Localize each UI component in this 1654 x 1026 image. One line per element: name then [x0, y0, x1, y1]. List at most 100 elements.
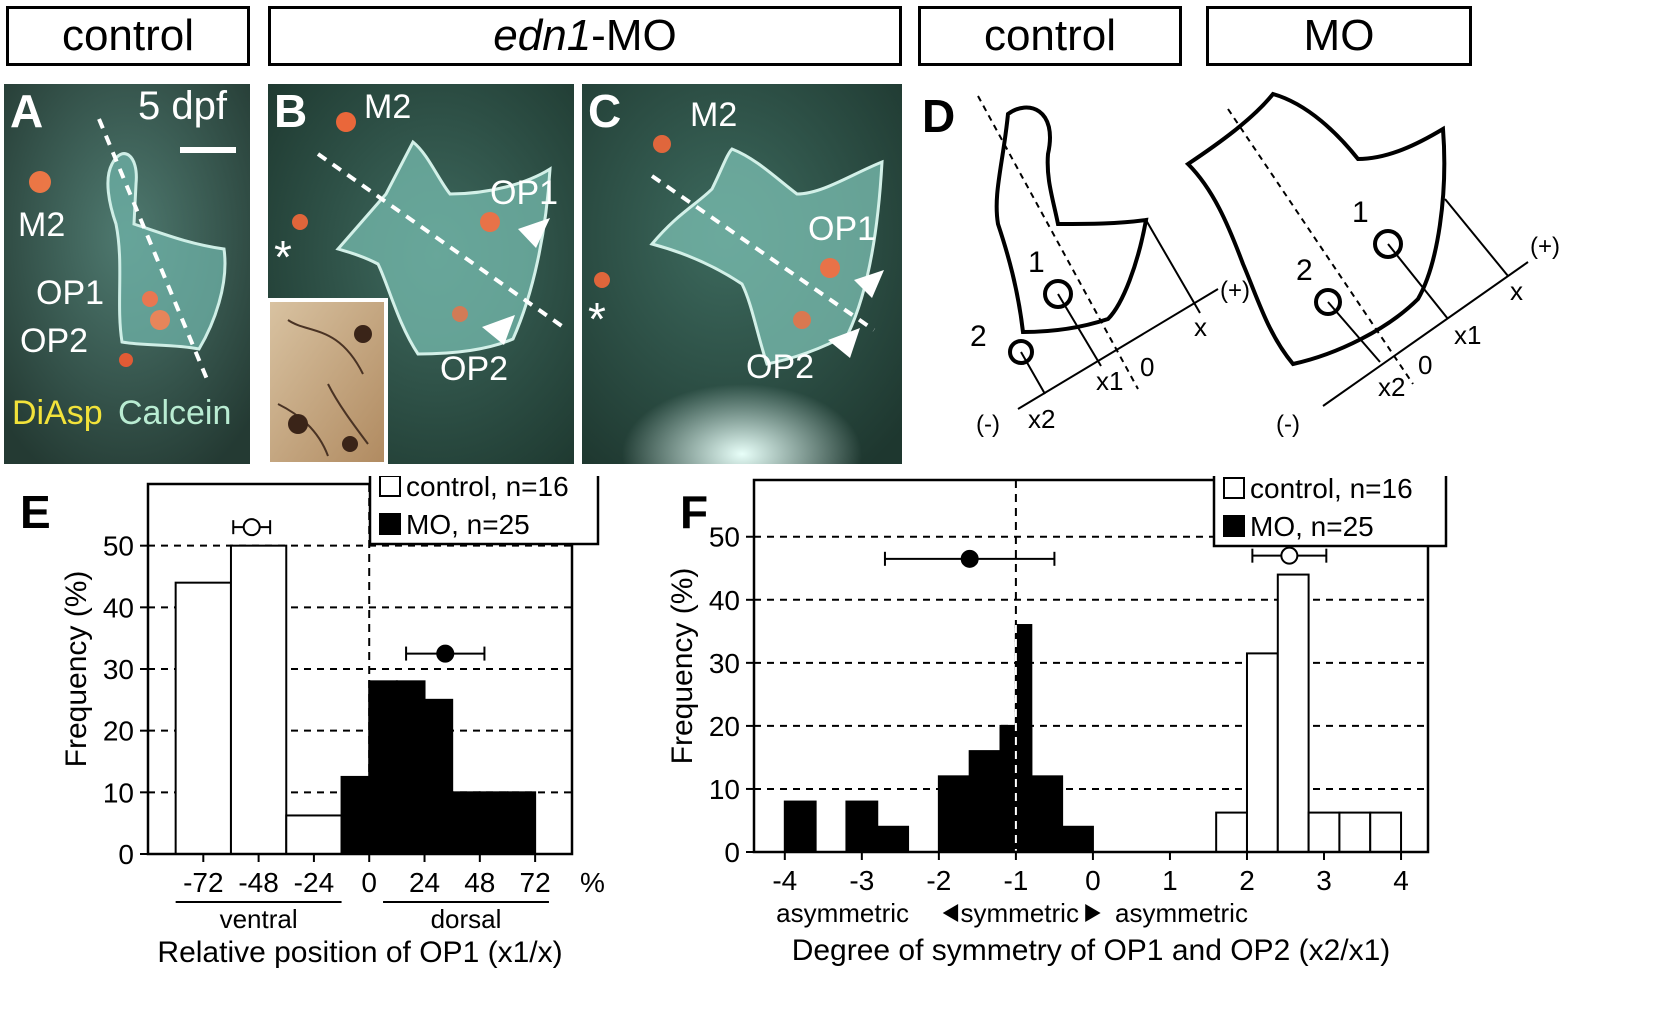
panel-d-mo-op2 [1314, 288, 1342, 316]
chart-f-xtick-label: -3 [849, 865, 874, 896]
panel-f-letter: F [680, 486, 708, 538]
panel-b-micrograph: B M2 OP1 OP2 * [268, 84, 574, 464]
chart-e-ylabel: Frequency (%) [60, 571, 93, 768]
chart-f-bar-control [1245, 652, 1279, 853]
chart-f-bar-mo [937, 775, 971, 854]
panel-a-stain-diasp: DiAsp [12, 394, 103, 432]
chart-e-bar-mo [423, 698, 454, 855]
panel-d-control-n2: 2 [970, 320, 987, 353]
header-mo-right: MO [1206, 6, 1472, 66]
chart-f-ytick-label: 10 [709, 774, 740, 805]
chart-e-ytick-label: 20 [103, 716, 134, 747]
panel-b-label-m2: M2 [364, 88, 412, 126]
panel-d-mo-n2: 2 [1296, 254, 1313, 287]
panel-c-label-m2: M2 [690, 96, 738, 134]
panel-a-stain-calcein: Calcein [118, 394, 232, 432]
chart-e-legend-label: MO, n=25 [406, 509, 530, 540]
panel-d-mo-plus: (+) [1530, 233, 1560, 260]
chart-f-note-symmetric: symmetric [961, 898, 1079, 928]
panel-d-control-x-tick [1145, 219, 1201, 314]
chart-f-note-asymmetric-left: asymmetric [776, 898, 909, 928]
panel-d-control-x2-tick [1020, 351, 1046, 395]
chart-f-legend-label: MO, n=25 [1250, 511, 1374, 542]
chart-e-legend-label: control, n=16 [406, 476, 569, 502]
chart-f-bar-control [1276, 573, 1310, 854]
chart-e-legend-swatch [379, 476, 401, 497]
panel-d-control-minus: (-) [976, 411, 1000, 438]
chart-e-bar-mo [451, 791, 481, 856]
header-control-left: control [6, 6, 250, 66]
panel-d-mo-shape [1184, 91, 1447, 367]
panel-d-control-op1 [1043, 279, 1073, 309]
chart-e-bar-mo [368, 680, 398, 855]
chart-f-mean-point-mo [960, 549, 979, 568]
chart-e-region-dorsal: dorsal [431, 904, 502, 934]
panel-b-letter: B [274, 85, 308, 137]
chart-f-xtick-label: -4 [772, 865, 797, 896]
panel-d-schematic: D 1 2 x x1 x2 0 (+) (-) 1 2 x x1 x2 0 (+… [922, 90, 1560, 438]
chart-f-bar-control [1307, 811, 1341, 854]
chart-f-legend-swatch [1223, 515, 1245, 537]
chart-f-ytick-label: 40 [709, 585, 740, 616]
panel-d-mo-x-tick [1444, 198, 1509, 277]
chart-f-bar-mo [1014, 624, 1033, 853]
panel-c-micrograph: C M2 OP1 OP2 * [582, 84, 902, 464]
chart-f-ytick-label: 50 [709, 522, 740, 553]
panel-d-letter: D [922, 90, 955, 142]
panel-a-time: 5 dpf [138, 84, 227, 128]
panel-d-mo-minus: (-) [1276, 411, 1300, 438]
chart-f-frame [752, 478, 1430, 854]
panel-a-micrograph: A 5 dpf M2 OP1 OP2 DiAsp Calcein [4, 84, 250, 464]
panel-d-control-baseline [1017, 288, 1219, 410]
chart-e-bar-control [229, 544, 288, 856]
chart-e-bar-mo [340, 775, 371, 855]
chart-e-xtick-label: 48 [464, 867, 495, 898]
panel-c-label-op1: OP1 [808, 210, 877, 248]
header-edn1-mo: edn1 -MO [268, 6, 902, 66]
panel-d-mo-x1: x1 [1454, 320, 1481, 350]
chart-f-ytick-label: 0 [724, 837, 740, 868]
panel-d-control-zero: 0 [1140, 352, 1154, 382]
panel-d-control-x: x [1194, 312, 1207, 342]
panel-d-control-x1: x1 [1096, 366, 1123, 396]
header-control-right: control [918, 6, 1182, 66]
panel-d-control-n1: 1 [1028, 246, 1045, 279]
chart-f-arrow-left [942, 904, 959, 922]
panel-c-label-star: * [588, 293, 606, 345]
panel-d-mo-x: x [1510, 276, 1523, 306]
panel-e-letter: E [20, 486, 51, 538]
chart-e-xlabel: Relative position of OP1 (x1/x) [157, 936, 562, 969]
chart-e-legend-swatch [379, 513, 401, 535]
chart-e-xunit: % [580, 867, 605, 898]
chart-f-bar-control [1215, 811, 1248, 854]
chart-f-note-asymmetric-right: asymmetric [1115, 898, 1248, 928]
chart-e-bar-mo [478, 791, 509, 856]
chart-e-bar-control [285, 814, 343, 856]
chart-f-bar-mo [783, 800, 817, 854]
panel-d-control-dashed-axis [977, 95, 1139, 390]
chart-e-mean-point-mo [436, 644, 455, 663]
panel-d-control-x2: x2 [1028, 404, 1055, 434]
chart-f-xtick-label: 1 [1162, 865, 1178, 896]
panel-d-mo-x1-tick [1387, 243, 1449, 320]
chart-f-bar-mo [968, 750, 1002, 854]
chart-f-bar-mo [845, 800, 879, 854]
chart-e-ytick-label: 40 [103, 592, 134, 623]
chart-e-xtick-label: 24 [409, 867, 440, 898]
panel-b-label-op2: OP2 [440, 350, 509, 388]
chart-f-bar-mo [1030, 775, 1064, 854]
chart-e-legend-box [368, 476, 600, 546]
chart-e: 0 10 20 30 40 50 -72 -48 -24 0 24 48 72 control, n=16… [60, 476, 605, 969]
panel-d-mo-n1: 1 [1352, 196, 1369, 229]
chart-e-xtick-label: 72 [520, 867, 551, 898]
chart-e-bar-control [174, 581, 232, 856]
panel-d-mo-dashed-axis [1227, 108, 1414, 385]
chart-f-bar-mo [1061, 825, 1094, 854]
chart-f-xtick-label: 4 [1393, 865, 1409, 896]
chart-f-xlabel: Degree of symmetry of OP1 and OP2 (x2/x1… [792, 934, 1391, 967]
chart-f-xtick-label: 3 [1316, 865, 1332, 896]
chart-e-ytick-label: 30 [103, 654, 134, 685]
chart-f: 0 10 20 30 40 50 -4 -3 -2 -1 0 1 2 3 4 control, n=16 MO,… [666, 476, 1448, 967]
chart-f-xtick-label: 0 [1085, 865, 1101, 896]
panel-a-label-op2: OP2 [20, 322, 89, 360]
